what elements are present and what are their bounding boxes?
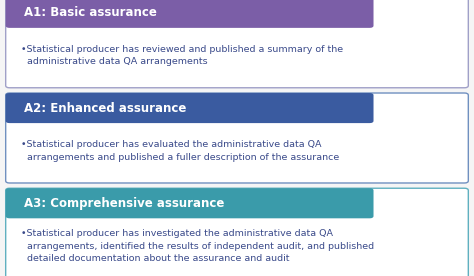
- FancyBboxPatch shape: [6, 93, 468, 183]
- FancyBboxPatch shape: [6, 188, 468, 276]
- FancyBboxPatch shape: [6, 0, 374, 28]
- Text: A2: Enhanced assurance: A2: Enhanced assurance: [24, 102, 186, 115]
- Text: •Statistical producer has evaluated the administrative data QA
  arrangements an: •Statistical producer has evaluated the …: [21, 140, 339, 161]
- Text: •Statistical producer has reviewed and published a summary of the
  administrati: •Statistical producer has reviewed and p…: [21, 45, 344, 66]
- FancyBboxPatch shape: [6, 188, 374, 218]
- FancyBboxPatch shape: [6, 0, 468, 88]
- FancyBboxPatch shape: [6, 93, 374, 123]
- Text: •Statistical producer has investigated the administrative data QA
  arrangements: •Statistical producer has investigated t…: [21, 229, 374, 263]
- Text: A1: Basic assurance: A1: Basic assurance: [24, 6, 156, 19]
- Text: A3: Comprehensive assurance: A3: Comprehensive assurance: [24, 197, 224, 210]
